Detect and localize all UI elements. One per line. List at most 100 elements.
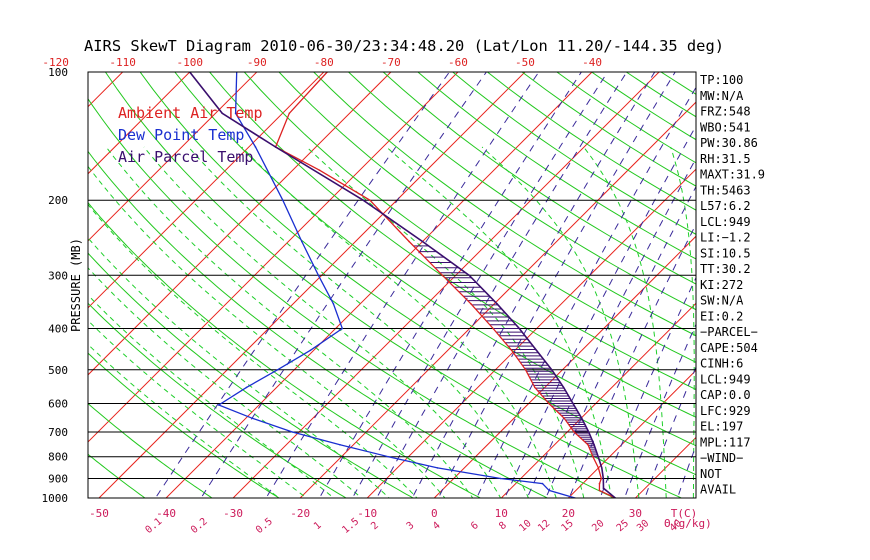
index-entry: −PARCEL− — [700, 325, 758, 339]
bottom-temp-tick-label: 30 — [629, 507, 642, 520]
moist-adiabat-line — [143, 146, 502, 498]
index-entry: AVAIL — [700, 483, 736, 497]
index-entry: LFC:929 — [700, 404, 751, 418]
mixing-ratio-line — [265, 72, 540, 498]
dry-adiabat-line — [88, 201, 482, 498]
top-temp-tick-label: -110 — [109, 56, 136, 69]
dry-adiabat-line — [174, 72, 696, 447]
dry-adiabat-line — [800, 72, 870, 507]
parcel-temp-point — [496, 303, 498, 305]
moist-adiabat-line — [188, 146, 530, 498]
mixing-ratio-tick-label: 8 — [497, 520, 509, 532]
isotherm-line — [760, 63, 870, 508]
dry-adiabat-line — [835, 72, 870, 507]
index-entry: −WIND− — [700, 451, 743, 465]
dewpoint-temp-point — [251, 417, 254, 420]
dry-adiabat-line — [243, 72, 696, 391]
parcel-temp-point — [593, 444, 595, 446]
dewpoint-temp-point — [291, 431, 294, 433]
ambient-temp-point — [369, 199, 371, 201]
mixing-ratio-tick-label: 0.5 — [254, 516, 275, 536]
mixing-ratio-line — [526, 157, 696, 498]
parcel-temp-point — [580, 417, 583, 420]
dewpoint-temp-line — [217, 72, 576, 498]
isotherm-line — [433, 235, 696, 498]
dewpoint-temp-point — [339, 444, 341, 446]
dry-adiabat-line — [348, 72, 696, 311]
index-entry: CAP:0.0 — [700, 388, 751, 402]
mixing-ratio-tick-label: 30 — [635, 518, 651, 534]
mixing-ratio-tick-label: 25 — [615, 518, 631, 534]
index-entry: NOT — [700, 467, 722, 481]
ambient-temp-point — [597, 467, 600, 469]
top-temp-tick-label: -40 — [582, 56, 602, 69]
mixing-ratio-line — [599, 276, 696, 498]
isotherm-line — [88, 72, 191, 175]
moist-adiabat-line — [88, 165, 446, 498]
legend-dewpoint: Dew Point Temp — [118, 126, 244, 144]
index-entry: KI:272 — [700, 278, 743, 292]
mixing-ratio-tick-label: 12 — [536, 518, 552, 534]
parcel-temp-point — [274, 146, 277, 148]
index-entry: LCL:949 — [700, 372, 751, 386]
pressure-tick-label: 800 — [48, 451, 68, 464]
index-entry: L57:6.2 — [700, 199, 751, 213]
pressure-tick-label: 600 — [48, 397, 68, 410]
pressure-tick-label: 1000 — [42, 492, 69, 505]
ambient-temp-point — [592, 455, 594, 458]
dewpoint-temp-point — [317, 274, 320, 277]
pressure-tick-label: 400 — [48, 322, 68, 335]
ambient-temp-point — [600, 477, 603, 480]
bottom-temp-tick-label: -30 — [223, 507, 243, 520]
index-entry: WBO:541 — [700, 120, 751, 134]
ambient-temp-point — [524, 369, 527, 371]
index-entry: EI:0.2 — [700, 309, 743, 323]
mixing-ratio-line — [545, 185, 696, 498]
mixing-ratio-line — [411, 72, 656, 498]
isotherm-line — [500, 302, 696, 498]
ambient-temp-point — [587, 444, 589, 446]
y-axis-label: PRESSURE (MB) — [69, 238, 83, 332]
dry-adiabat-line — [88, 150, 549, 498]
parcel-temp-point — [601, 467, 603, 469]
isotherm-line — [299, 101, 696, 498]
isotherm-line — [232, 72, 660, 498]
top-temp-tick-label: -90 — [247, 56, 267, 69]
parcel-temp-point — [362, 199, 365, 201]
dewpoint-temp-point — [548, 489, 550, 492]
theta-label: Θ — [664, 517, 671, 530]
mixing-ratio-line — [154, 72, 450, 498]
ambient-temp-point — [510, 349, 513, 352]
ambient-temp-point — [318, 169, 321, 171]
mixing-ratio-line — [623, 323, 696, 498]
ambient-temp-point — [573, 431, 575, 433]
dry-adiabat-line — [765, 72, 870, 507]
ambient-temp-point — [548, 402, 550, 405]
parcel-temp-point — [551, 369, 553, 371]
mixing-ratio-line — [200, 72, 487, 498]
dry-adiabat-line — [88, 97, 616, 498]
top-temp-tick-labels: -120 -110 -100 -90 -80 -70 -60 -50 -40 — [42, 56, 602, 69]
dry-adiabat-line — [104, 72, 683, 498]
top-temp-tick-label: -120 — [42, 56, 69, 69]
pressure-tick-label: 100 — [48, 66, 68, 79]
dewpoint-temp-point — [387, 455, 390, 458]
ambient-temp-point — [288, 112, 291, 115]
index-entry: TH:5463 — [700, 183, 751, 197]
ambient-temp-point — [534, 386, 536, 389]
pressure-tick-labels: 100 200 300 400 500 600 700 800 900 1000 — [42, 66, 69, 505]
parcel-temp-point — [535, 349, 538, 352]
ambient-temp-point — [492, 327, 494, 330]
dry-adiabat-line — [139, 72, 696, 476]
ambient-temp-point — [470, 303, 472, 305]
ambient-temp-line — [274, 72, 616, 498]
bottom-temp-tick-label: 20 — [562, 507, 575, 520]
isotherm-line — [88, 72, 459, 443]
parcel-temp-point — [602, 487, 605, 490]
parcel-temp-point — [587, 431, 590, 433]
parcel-temp-point — [597, 455, 599, 458]
bottom-temp-tick-label: 0 — [431, 507, 438, 520]
index-entry: MAXT:31.9 — [700, 168, 765, 182]
bottom-temp-tick-label: -20 — [290, 507, 310, 520]
